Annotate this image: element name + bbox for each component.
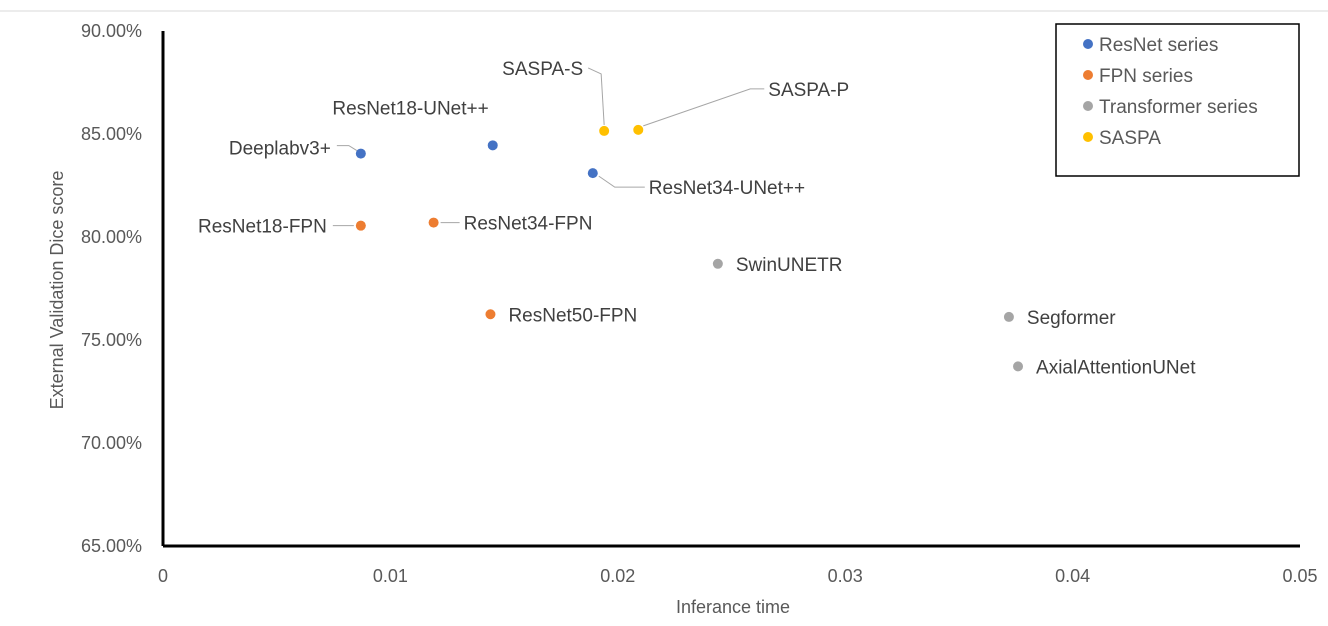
point-label: SASPA-S: [502, 59, 583, 80]
y-tick-label: 80.00%: [81, 227, 142, 247]
point-label: ResNet50-FPN: [508, 305, 637, 326]
data-point: [633, 124, 644, 135]
x-tick-label: 0.01: [373, 566, 408, 586]
y-axis-title: External Validation Dice score: [47, 171, 67, 410]
leader-line: [587, 67, 605, 125]
y-axis-ticks: 65.00% 70.00% 75.00% 80.00% 85.00% 90.00%: [81, 21, 142, 556]
point-label: ResNet18-UNet++: [332, 98, 488, 119]
y-tick-label: 75.00%: [81, 330, 142, 350]
data-point: [1013, 361, 1024, 372]
x-tick-label: 0.03: [828, 566, 863, 586]
data-point: [587, 168, 598, 179]
data-point: [355, 148, 366, 159]
leader-line: [598, 175, 645, 188]
x-tick-label: 0.04: [1055, 566, 1090, 586]
point-label: ResNet34-UNet++: [649, 178, 805, 199]
leader-lines: [332, 67, 765, 227]
y-tick-label: 90.00%: [81, 21, 142, 41]
legend-label: Transformer series: [1099, 97, 1258, 118]
data-point: [1003, 311, 1014, 322]
x-axis-ticks: 0 0.01 0.02 0.03 0.04 0.05: [158, 566, 1318, 586]
x-tick-label: 0.02: [600, 566, 635, 586]
legend: ResNet series FPN series Transformer serie…: [1055, 23, 1300, 177]
legend-label: SASPA: [1099, 128, 1161, 149]
legend-marker: [1083, 101, 1093, 111]
x-tick-label: 0.05: [1282, 566, 1317, 586]
legend-label: FPN series: [1099, 66, 1193, 87]
data-point: [599, 125, 610, 136]
x-tick-label: 0: [158, 566, 168, 586]
point-label: ResNet18-FPN: [198, 217, 327, 238]
data-labels: Deeplabv3+ResNet18-UNet++ ResNet34-UNet++…: [198, 59, 1196, 378]
legend-marker: [1083, 70, 1093, 80]
data-point: [487, 140, 498, 151]
legend-label: ResNet series: [1099, 35, 1218, 56]
point-label: SwinUNETR: [736, 255, 843, 276]
leader-line: [643, 88, 765, 127]
x-axis-title: Inferance time: [676, 597, 790, 617]
point-label: ResNet34-FPN: [464, 214, 593, 235]
leader-line: [336, 145, 358, 151]
data-point: [428, 217, 439, 228]
point-label: SASPA-P: [768, 80, 849, 101]
legend-box: [1055, 23, 1300, 177]
y-tick-label: 70.00%: [81, 433, 142, 453]
point-label: Segformer: [1027, 308, 1116, 329]
y-tick-label: 65.00%: [81, 536, 142, 556]
y-tick-label: 85.00%: [81, 124, 142, 144]
point-label: AxialAttentionUNet: [1036, 357, 1196, 378]
legend-marker: [1083, 39, 1093, 49]
data-point: [712, 258, 723, 269]
data-points: [355, 124, 1024, 372]
point-label: Deeplabv3+: [229, 139, 331, 160]
legend-marker: [1083, 132, 1093, 142]
data-point: [355, 220, 366, 231]
data-point: [485, 309, 496, 320]
